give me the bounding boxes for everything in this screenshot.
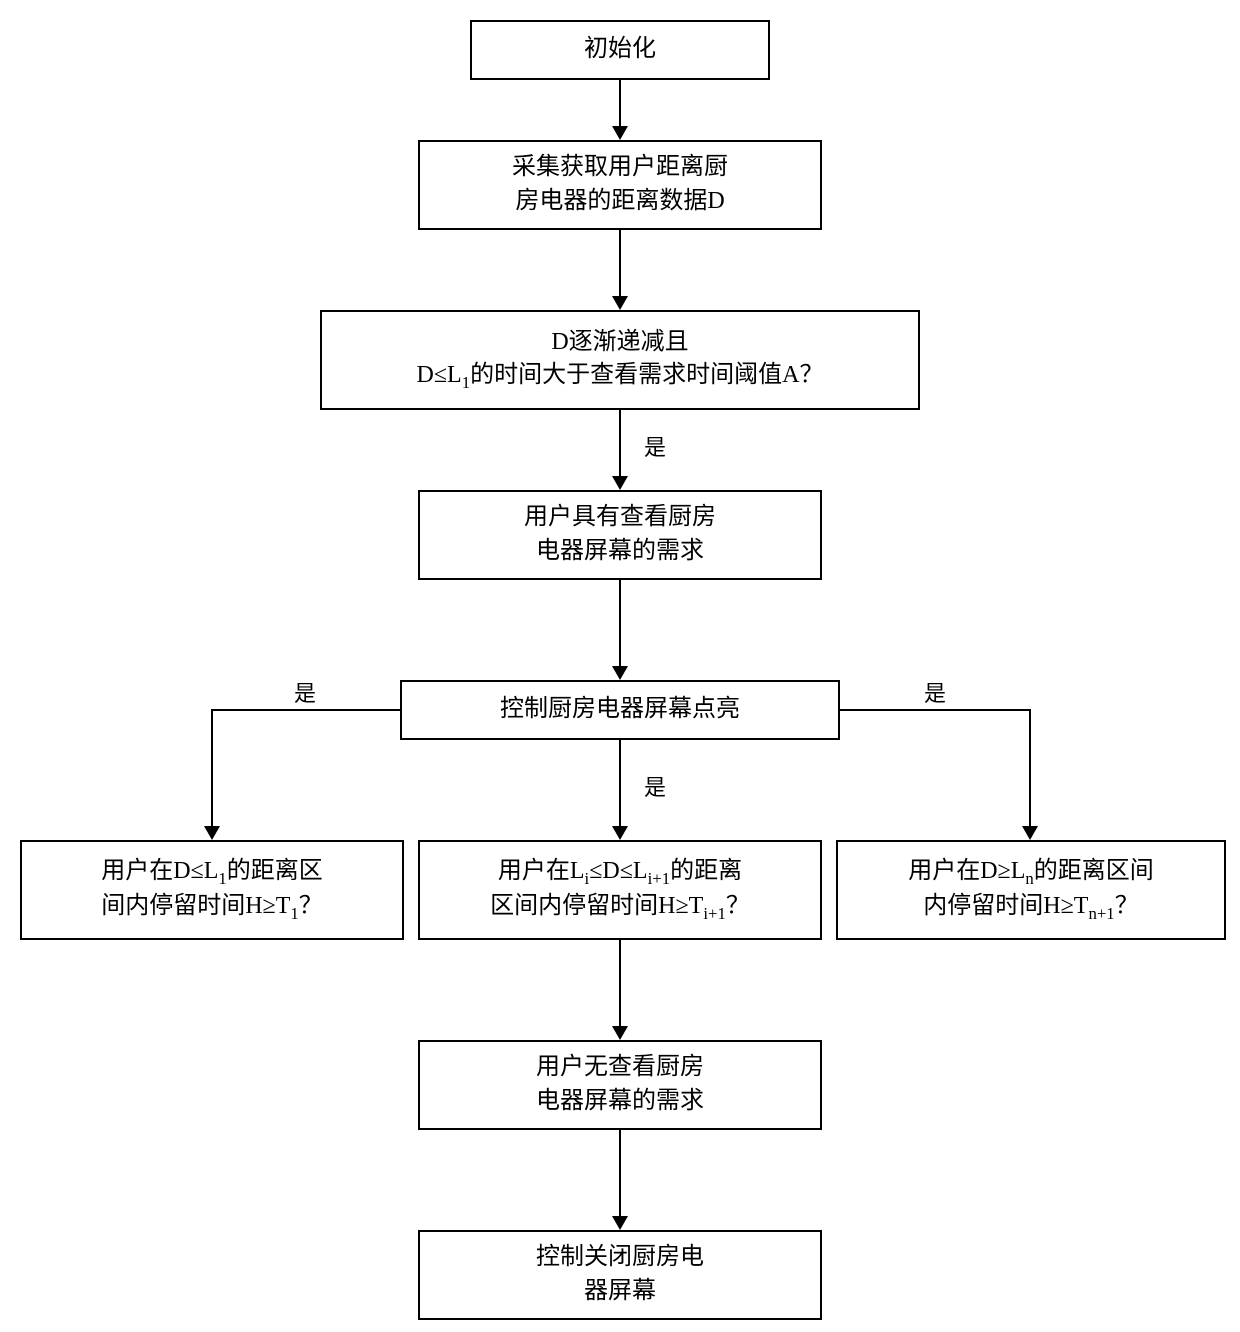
edge bbox=[212, 709, 400, 711]
node-text: 用户在D≥Ln的距离区间内停留时间H≥Tn+1？ bbox=[908, 855, 1154, 926]
node-check-zone-n: 用户在D≥Ln的距离区间内停留时间H≥Tn+1？ bbox=[836, 840, 1226, 940]
node-text: 用户在Li≤D≤Li+1的距离区间内停留时间H≥Ti+1？ bbox=[490, 855, 750, 926]
edge bbox=[840, 709, 1031, 711]
edge bbox=[619, 410, 621, 478]
node-close-screen: 控制关闭厨房电器屏幕 bbox=[418, 1230, 822, 1320]
node-text: 用户无查看厨房电器屏幕的需求 bbox=[536, 1051, 704, 1118]
arrow-head-icon bbox=[612, 476, 628, 490]
arrow-head-icon bbox=[612, 826, 628, 840]
edge bbox=[619, 230, 621, 298]
node-text: 采集获取用户距离厨房电器的距离数据D bbox=[512, 151, 728, 218]
node-text: 用户具有查看厨房电器屏幕的需求 bbox=[524, 501, 716, 568]
node-no-demand: 用户无查看厨房电器屏幕的需求 bbox=[418, 1040, 822, 1130]
flowchart-container: 初始化 采集获取用户距离厨房电器的距离数据D D逐渐递减且D≤L1的时间大于查看… bbox=[0, 0, 1240, 1332]
node-init: 初始化 bbox=[470, 20, 770, 80]
arrow-head-icon bbox=[612, 1026, 628, 1040]
node-light-screen: 控制厨房电器屏幕点亮 bbox=[400, 680, 840, 740]
edge bbox=[1029, 709, 1031, 828]
edge bbox=[619, 740, 621, 828]
node-check-zone1: 用户在D≤L1的距离区间内停留时间H≥T1？ bbox=[20, 840, 404, 940]
edge-label-yes: 是 bbox=[290, 676, 320, 708]
node-text: 用户在D≤L1的距离区间内停留时间H≥T1？ bbox=[101, 855, 323, 926]
node-collect-distance: 采集获取用户距离厨房电器的距离数据D bbox=[418, 140, 822, 230]
edge bbox=[211, 709, 213, 828]
node-has-demand: 用户具有查看厨房电器屏幕的需求 bbox=[418, 490, 822, 580]
node-text: 初始化 bbox=[584, 33, 656, 67]
node-check-threshold: D逐渐递减且D≤L1的时间大于查看需求时间阈值A？ bbox=[320, 310, 920, 410]
arrow-head-icon bbox=[612, 666, 628, 680]
arrow-head-icon bbox=[612, 1216, 628, 1230]
edge-label-yes: 是 bbox=[920, 676, 950, 708]
edge bbox=[619, 580, 621, 668]
node-text: 控制厨房电器屏幕点亮 bbox=[500, 693, 740, 727]
arrow-head-icon bbox=[1022, 826, 1038, 840]
edge bbox=[619, 1130, 621, 1218]
edge bbox=[619, 940, 621, 1028]
arrow-head-icon bbox=[612, 296, 628, 310]
node-text: 控制关闭厨房电器屏幕 bbox=[536, 1241, 704, 1308]
edge-label-yes: 是 bbox=[640, 430, 670, 462]
arrow-head-icon bbox=[612, 126, 628, 140]
arrow-head-icon bbox=[204, 826, 220, 840]
edge-label-yes: 是 bbox=[640, 770, 670, 802]
node-check-zone-mid: 用户在Li≤D≤Li+1的距离区间内停留时间H≥Ti+1？ bbox=[418, 840, 822, 940]
edge bbox=[619, 80, 621, 128]
node-text: D逐渐递减且D≤L1的时间大于查看需求时间阈值A？ bbox=[417, 326, 824, 395]
